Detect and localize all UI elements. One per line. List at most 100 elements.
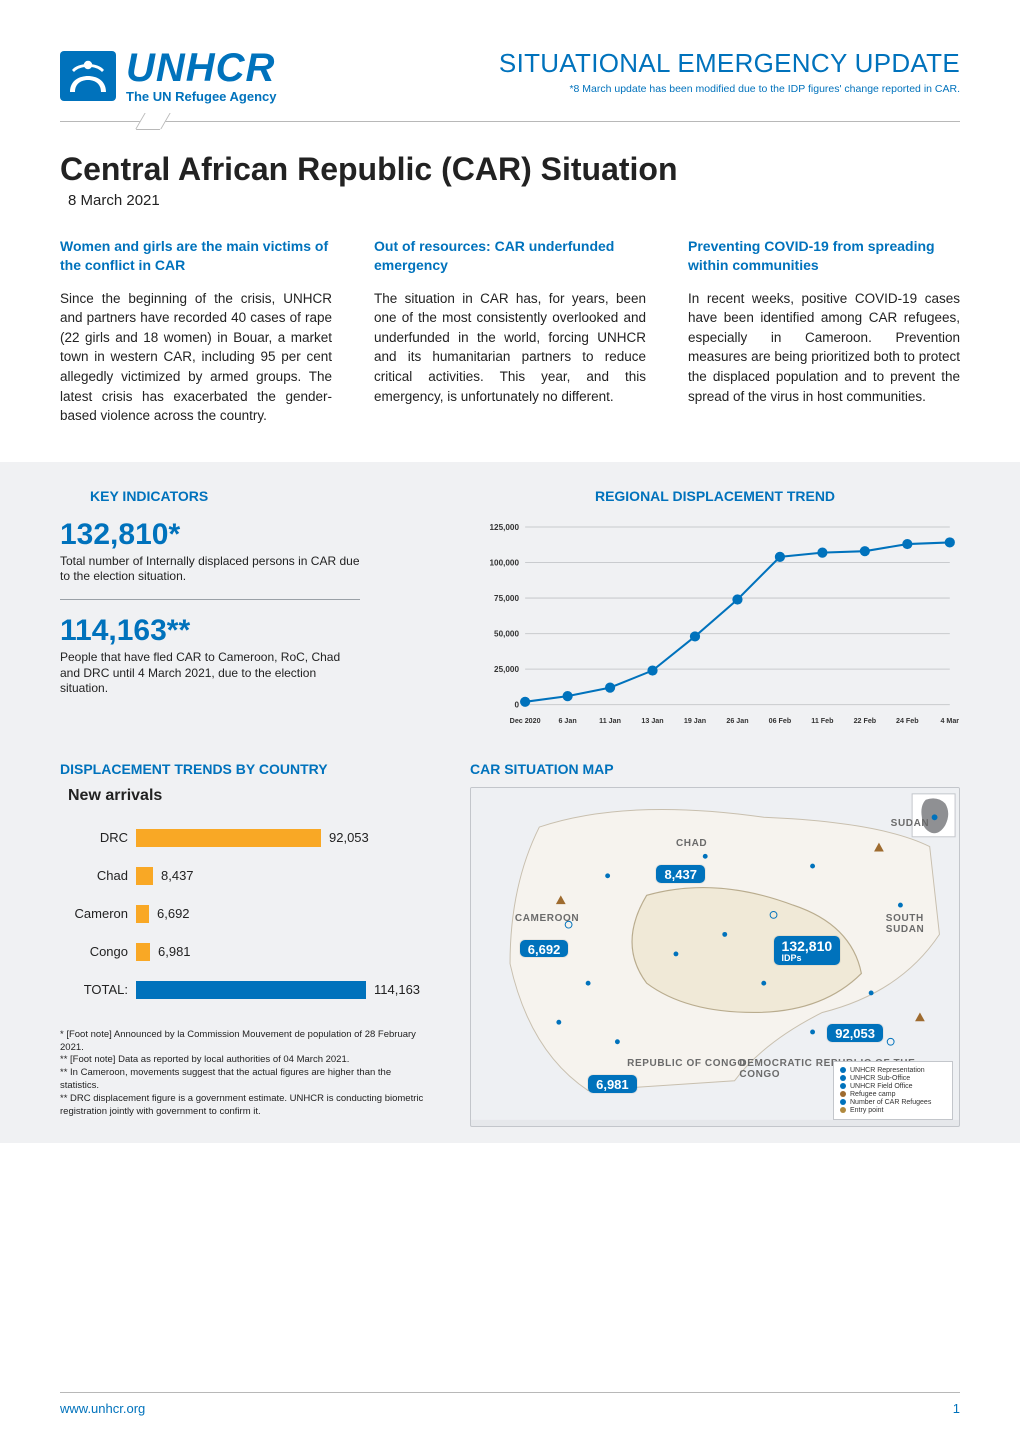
trend-chart-title: REGIONAL DISPLACEMENT TREND [470,488,960,504]
highlight-3: Preventing COVID-19 from spreading withi… [688,237,960,426]
bar-value: 6,981 [158,943,191,961]
bar-value: 8,437 [161,867,194,885]
svg-text:0: 0 [514,700,519,709]
bar-chart-bars: DRC 92,053 Chad 8,437 Cameron 6,692 Cong… [60,819,430,1009]
indicator-desc: People that have fled CAR to Cameroon, R… [60,650,360,697]
highlights-row: Women and girls are the main victims of … [60,237,960,426]
unhcr-logo-mark [60,51,116,101]
bar-row: DRC 92,053 [60,819,430,857]
svg-text:100,000: 100,000 [490,558,520,567]
logo-acronym: UNHCR [126,48,277,88]
key-indicators-title: KEY INDICATORS [90,488,430,504]
situation-map-block: CAR SITUATION MAP [470,761,960,1127]
header-rule [60,111,960,133]
bar-track: 8,437 [136,867,430,885]
map-country-label: SUDAN [891,818,930,829]
svg-text:26 Jan: 26 Jan [726,717,748,725]
report-title: SITUATIONAL EMERGENCY UPDATE [499,48,960,79]
footnote: ** In Cameroon, movements suggest that t… [60,1067,430,1093]
bar-row: Congo 6,981 [60,933,430,971]
map-legend: UNHCR RepresentationUNHCR Sub-OfficeUNHC… [833,1061,953,1120]
indicator-separator [60,599,360,600]
highlight-body: The situation in CAR has, for years, bee… [374,289,646,406]
map-callout: 92,053 [827,1024,883,1042]
bar-track: 114,163 [136,981,430,999]
situation-map-title: CAR SITUATION MAP [470,761,960,777]
bar-label: Congo [60,944,136,959]
svg-text:25,000: 25,000 [494,665,519,674]
svg-text:Dec 2020: Dec 2020 [510,717,541,725]
highlight-body: In recent weeks, positive COVID-19 cases… [688,289,960,406]
bar-chart-block: DISPLACEMENT TRENDS BY COUNTRY New arriv… [60,761,430,1127]
bar-fill: 8,437 [136,867,153,885]
footnote: ** [Foot note] Data as reported by local… [60,1054,430,1067]
map-country-label: CAMEROON [515,913,579,924]
report-date: 8 March 2021 [68,192,960,209]
bar-label: DRC [60,830,136,845]
highlight-2: Out of resources: CAR underfunded emerge… [374,237,646,426]
bar-chart-title: DISPLACEMENT TRENDS BY COUNTRY [60,761,430,777]
map-country-label: CHAD [676,838,707,849]
svg-text:11 Feb: 11 Feb [811,717,834,725]
hands-shelter-icon [66,56,110,96]
logo-subtitle: The UN Refugee Agency [126,90,277,103]
svg-text:4 Mar: 4 Mar [940,717,959,725]
svg-text:75,000: 75,000 [494,594,519,603]
bar-label: Chad [60,868,136,883]
map-callout: 8,437 [656,865,705,883]
svg-text:6 Jan: 6 Jan [558,717,576,725]
bar-fill: 92,053 [136,829,321,847]
svg-text:06 Feb: 06 Feb [769,717,792,725]
report-note: *8 March update has been modified due to… [499,83,960,95]
footnote: ** DRC displacement figure is a governme… [60,1093,430,1119]
bar-track: 6,692 [136,905,430,923]
bar-fill: 6,692 [136,905,149,923]
bar-track: 92,053 [136,829,430,847]
svg-text:24 Feb: 24 Feb [896,717,919,725]
regional-displacement-trend-chart: 0 25,000 50,000 75,000 100,000 125,000 Dec 202… [470,514,960,734]
indicator-value: 132,810* [60,518,430,552]
svg-text:125,000: 125,000 [490,523,520,532]
indicator-2: 114,163** People that have fled CAR to C… [60,614,430,705]
svg-text:22 Feb: 22 Feb [854,717,877,725]
svg-text:50,000: 50,000 [494,629,519,638]
bar-row: TOTAL: 114,163 [60,971,430,1009]
header: UNHCR The UN Refugee Agency SITUATIONAL … [60,48,960,103]
map-country-label: REPUBLIC OF CONGO [627,1058,746,1069]
map-callout: 6,981 [588,1075,637,1093]
bar-label: Cameron [60,906,136,921]
svg-text:19 Jan: 19 Jan [684,717,706,725]
highlight-body: Since the beginning of the crisis, UNHCR… [60,289,332,426]
trend-chart-block: REGIONAL DISPLACEMENT TREND 0 25,000 50,00… [470,488,960,739]
footnotes: * [Foot note] Announced by la Commission… [60,1029,430,1119]
indicator-desc: Total number of Internally displaced per… [60,554,360,585]
map-country-label: SOUTH SUDAN [886,913,959,935]
map-callout: 6,692 [520,940,569,958]
indicator-1: 132,810* Total number of Internally disp… [60,518,430,593]
bar-track: 6,981 [136,943,430,961]
footer-page-number: 1 [953,1401,960,1416]
map-callout: 132,810IDPs [774,936,841,964]
bar-row: Cameron 6,692 [60,895,430,933]
key-indicators: KEY INDICATORS 132,810* Total number of … [60,488,430,739]
page-footer: www.unhcr.org 1 [60,1392,960,1416]
logo-text: UNHCR The UN Refugee Agency [126,48,277,103]
footer-url[interactable]: www.unhcr.org [60,1401,145,1416]
logo: UNHCR The UN Refugee Agency [60,48,277,103]
highlight-title: Women and girls are the main victims of … [60,237,332,275]
bar-row: Chad 8,437 [60,857,430,895]
svg-text:13 Jan: 13 Jan [641,717,663,725]
svg-text:11 Jan: 11 Jan [599,717,621,725]
page-title: Central African Republic (CAR) Situation [60,151,960,188]
bar-fill: 114,163 [136,981,366,999]
bar-label: TOTAL: [60,982,136,997]
bar-fill: 6,981 [136,943,150,961]
highlight-title: Preventing COVID-19 from spreading withi… [688,237,960,275]
footnote: * [Foot note] Announced by la Commission… [60,1029,430,1055]
gray-band: KEY INDICATORS 132,810* Total number of … [0,462,1020,1143]
indicator-value: 114,163** [60,614,430,648]
bar-value: 114,163 [374,981,420,999]
bar-chart-subtitle: New arrivals [68,787,430,805]
bar-value: 92,053 [329,829,369,847]
car-situation-map: 8,437 6,692 132,810IDPs 92,053 6,981 CHAD SUDA… [470,787,960,1127]
